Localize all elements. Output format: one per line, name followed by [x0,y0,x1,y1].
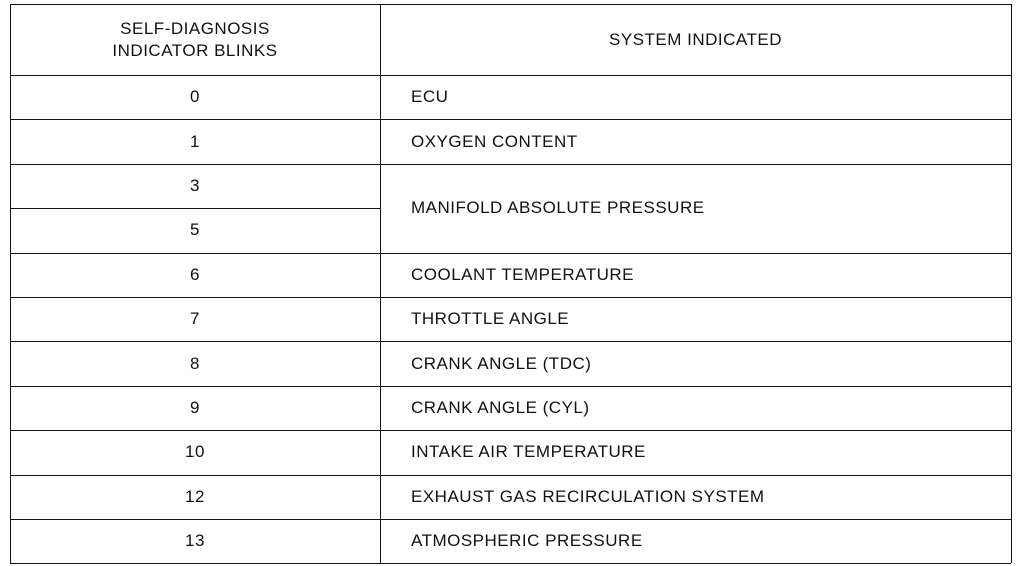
row-line [10,474,1011,476]
blinks-cell: 7 [190,309,200,329]
row-line [10,252,1011,254]
header-text: SELF-DIAGNOSIS [120,18,270,38]
blinks-cell: 0 [190,87,200,107]
system-cell: CRANK ANGLE (TDC) [411,353,592,373]
row-line [10,430,1011,432]
blinks-cell: 12 [185,486,205,506]
border [10,4,1011,5]
blinks-cell: 1 [190,131,200,151]
header-cell: SYSTEM INDICATED [609,29,782,49]
blinks-cell: 5 [190,220,200,240]
system-cell: INTAKE AIR TEMPERATURE [411,442,646,462]
column-line [380,4,381,564]
system-cell: COOLANT TEMPERATURE [411,264,634,284]
sub-row-line [10,208,380,210]
blinks-cell: 8 [190,353,200,373]
row-line [10,297,1011,298]
border [1011,4,1012,564]
row-line [10,385,1011,387]
border [10,563,1011,565]
system-cell: CRANK ANGLE (CYL) [411,397,590,417]
system-cell: THROTTLE ANGLE [411,309,570,329]
row-line [10,519,1011,520]
blinks-cell: 6 [190,264,200,284]
system-cell: OXYGEN CONTENT [411,131,578,151]
header-cell: SELF-DIAGNOSIS INDICATOR BLINKS [10,4,380,75]
blinks-cell: 3 [190,175,200,195]
border [10,4,11,564]
system-cell: EXHAUST GAS RECIRCULATION SYSTEM [411,486,765,506]
row-line [10,75,1011,76]
row-line [10,163,1011,165]
blinks-cell: 9 [190,397,200,417]
row-line [10,119,1011,121]
header-text: INDICATOR BLINKS [112,40,278,60]
blinks-cell: 10 [185,442,205,462]
system-cell: MANIFOLD ABSOLUTE PRESSURE [411,198,705,218]
system-cell: ECU [411,87,449,107]
row-line [10,341,1011,343]
blinks-cell: 13 [185,531,205,551]
system-cell: ATMOSPHERIC PRESSURE [411,531,643,551]
